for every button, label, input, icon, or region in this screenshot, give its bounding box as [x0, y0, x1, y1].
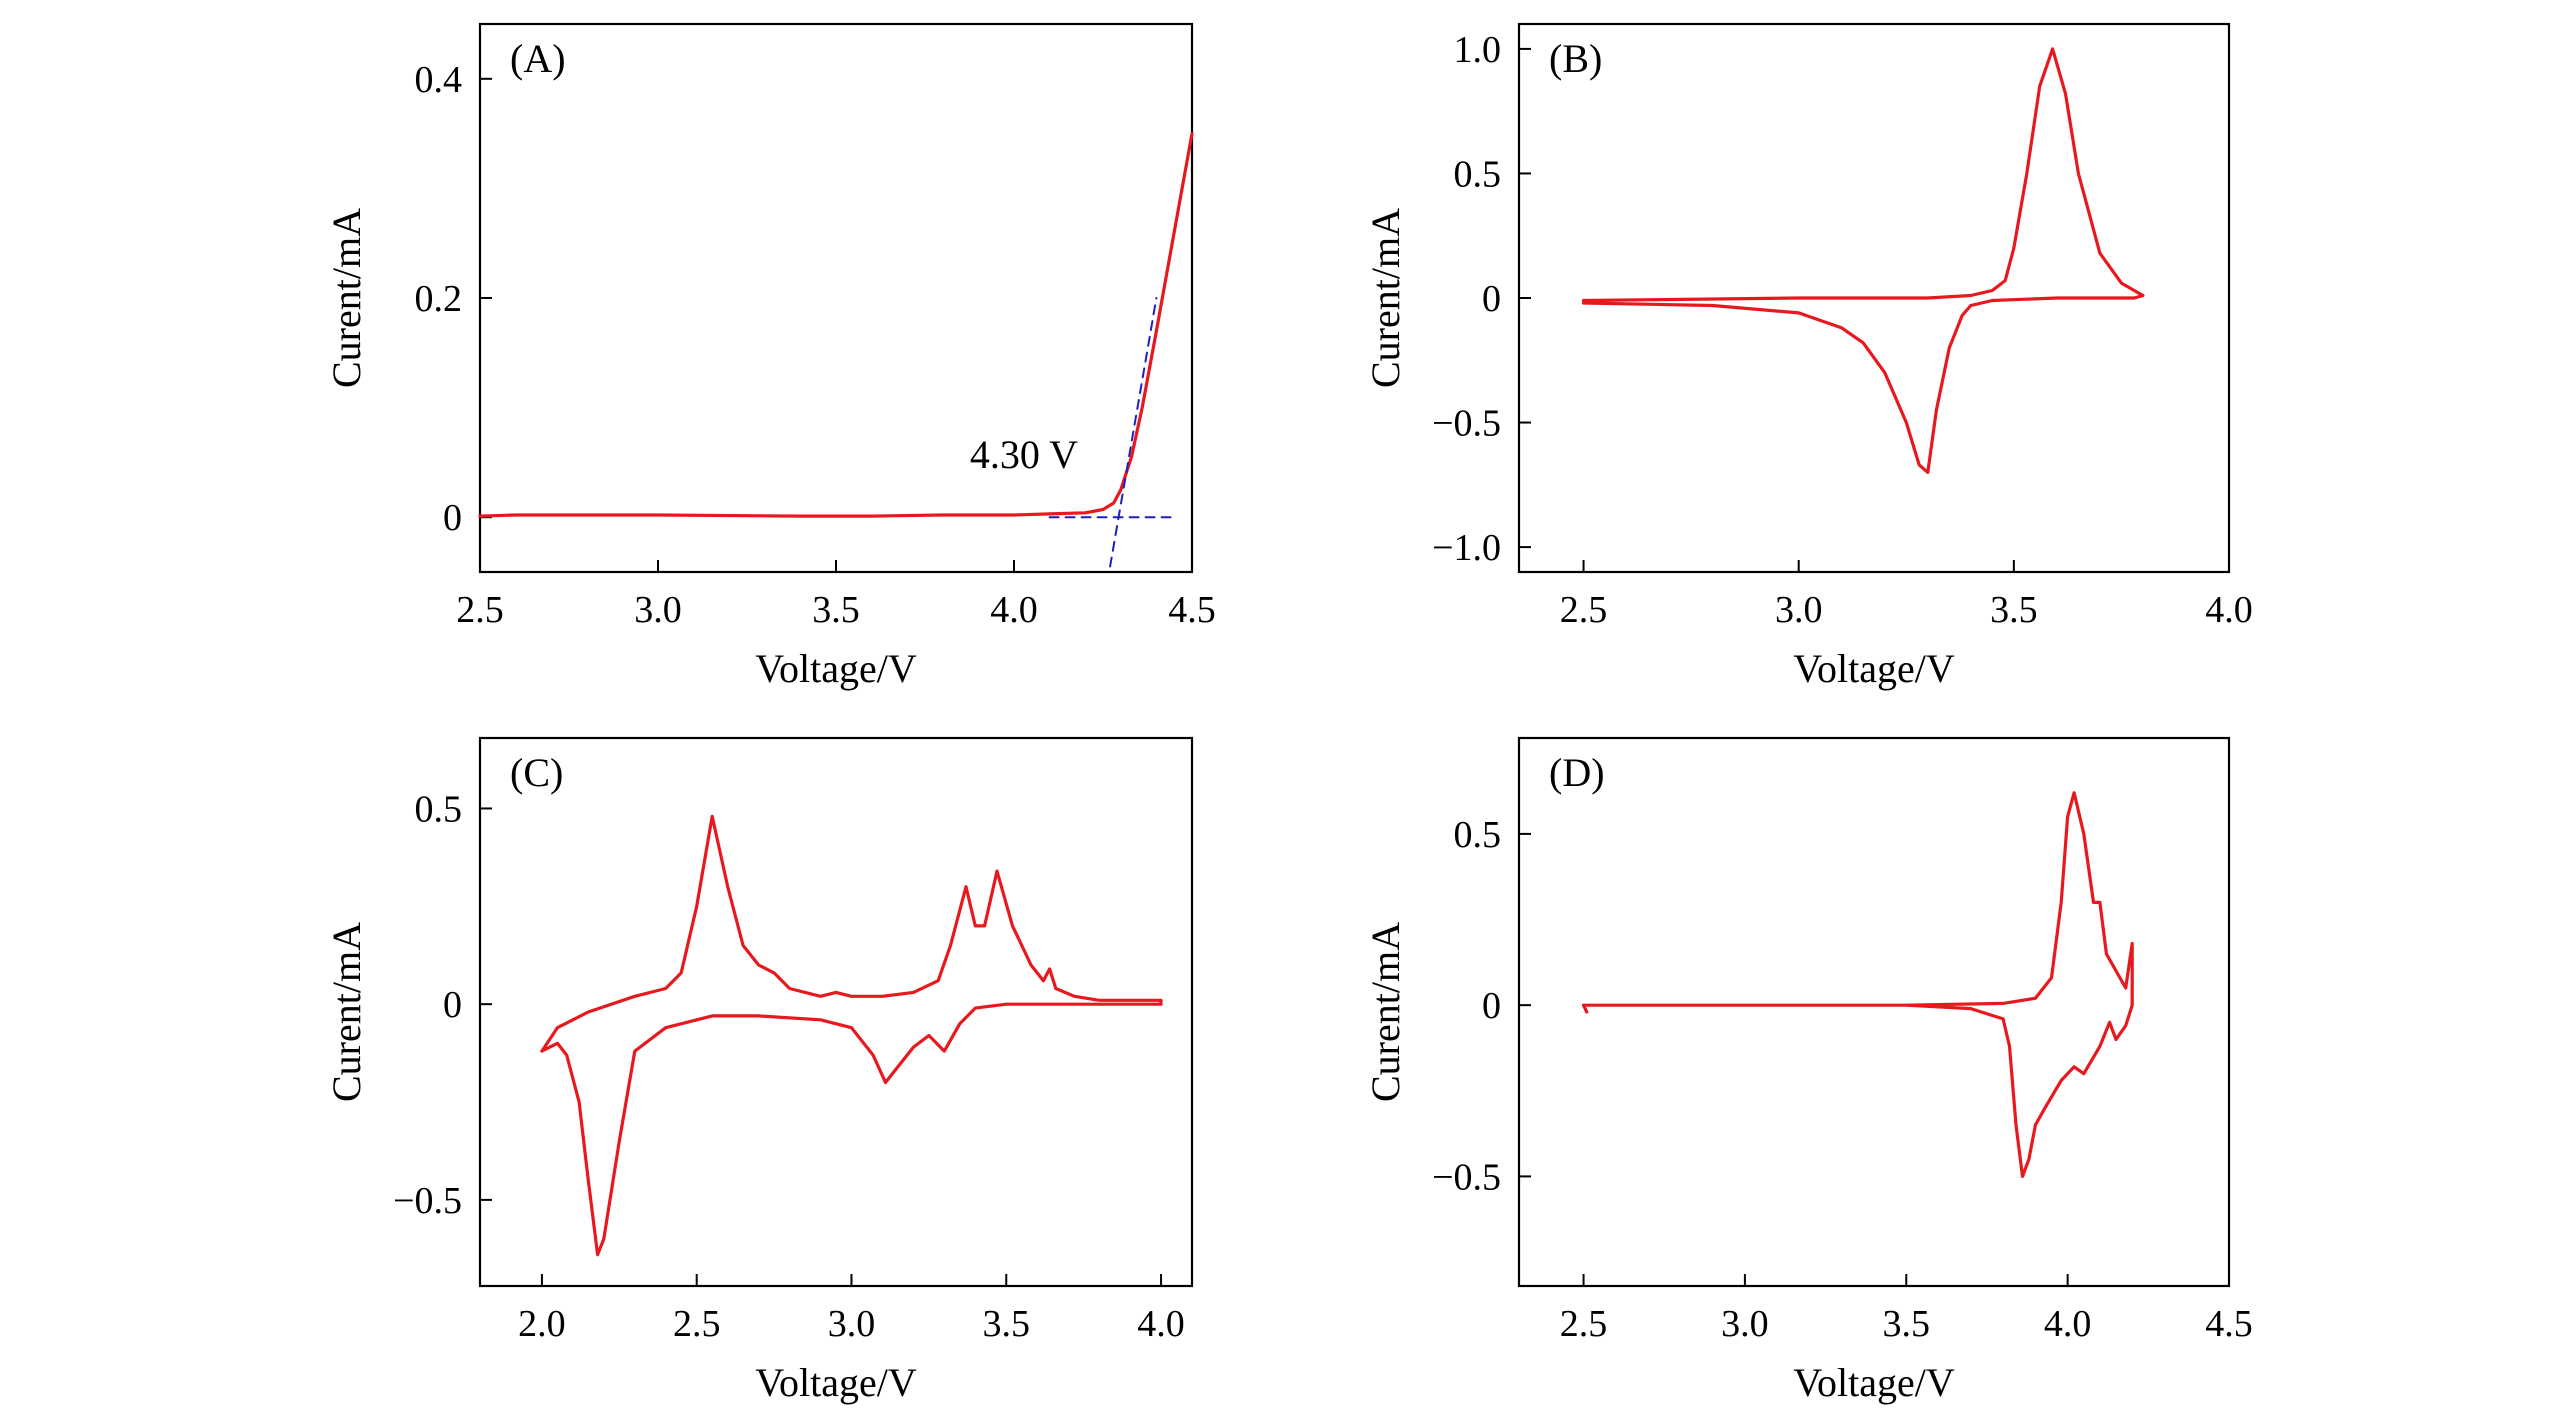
plot-frame — [1517, 736, 2231, 1288]
y-tick-label: 0.4 — [415, 59, 463, 101]
y-axis-title: Curent/mA — [1363, 208, 1408, 388]
y-tick-label: 0 — [443, 984, 462, 1026]
y-tick-label: −1.0 — [1432, 527, 1501, 569]
x-axis-title: Voltage/V — [755, 646, 917, 691]
x-tick-label: 4.0 — [1137, 1303, 1185, 1345]
panel-label: (C) — [510, 750, 563, 795]
x-tick-label: 3.5 — [983, 1303, 1031, 1345]
y-tick-label: 0 — [1482, 985, 1501, 1027]
panel-label: (D) — [1549, 750, 1605, 795]
x-tick-label: 2.5 — [1560, 1303, 1608, 1345]
tangent-line — [1109, 297, 1158, 568]
plot-frame — [478, 22, 1194, 574]
x-tick-label: 3.5 — [812, 589, 860, 631]
y-tick-label: −0.5 — [1432, 1156, 1501, 1198]
y-axis-title: Curent/mA — [324, 208, 369, 388]
y-tick-label: 0 — [443, 497, 462, 539]
x-tick-label: 3.0 — [634, 589, 682, 631]
y-tick-label: 1.0 — [1454, 29, 1502, 71]
y-axis-title: Curent/mA — [324, 922, 369, 1102]
x-tick-label: 3.0 — [1775, 589, 1823, 631]
x-tick-label: 2.0 — [518, 1303, 566, 1345]
x-axis-title: Voltage/V — [1793, 646, 1955, 691]
x-tick-label: 3.5 — [1883, 1303, 1931, 1345]
panel-d: 2.5 3.0 3.5 4.0 4.5 0.5 0 −0.5 Voltage/V Curent/m… — [1363, 736, 2253, 1405]
panel-c: 2.0 2.5 3.0 3.5 4.0 0.5 0 −0.5 Voltage/V Curent/m… — [324, 736, 1194, 1405]
cv-curve — [540, 814, 1163, 1257]
x-tick-label: 3.0 — [828, 1303, 876, 1345]
y-tick-label: 0.2 — [415, 278, 463, 320]
panel-b: 2.5 3.0 3.5 4.0 1.0 0.5 0 −0.5 −1.0 Voltage/V Cure… — [1363, 22, 2253, 691]
x-tick-label: 4.0 — [2044, 1303, 2092, 1345]
panel-label: (A) — [510, 36, 566, 81]
y-tick-label: 0 — [1482, 278, 1501, 320]
x-tick-label: 2.5 — [1560, 589, 1608, 631]
plot-frame — [478, 736, 1194, 1288]
x-tick-label: 3.5 — [1990, 589, 2038, 631]
panel-a: 2.5 3.0 3.5 4.0 4.5 0 0.2 0.4 Voltage/V Curent/mA… — [324, 22, 1216, 691]
panel-label: (B) — [1549, 36, 1602, 81]
voltage-annotation: 4.30 V — [970, 432, 1078, 477]
x-tick-label: 4.5 — [1168, 589, 1216, 631]
y-tick-label: 0.5 — [1454, 814, 1502, 856]
x-tick-label: 4.0 — [2205, 589, 2253, 631]
y-tick-label: 0.5 — [1454, 153, 1502, 195]
y-axis-title: Curent/mA — [1363, 922, 1408, 1102]
x-axis-title: Voltage/V — [1793, 1360, 1955, 1405]
y-tick-label: −0.5 — [393, 1180, 462, 1222]
cv-curve — [478, 132, 1194, 518]
y-tick-label: 0.5 — [415, 788, 463, 830]
x-tick-label: 4.5 — [2205, 1303, 2253, 1345]
cv-curve — [1581, 47, 2145, 474]
cv-curve — [1581, 791, 2134, 1179]
x-tick-label: 4.0 — [990, 589, 1038, 631]
x-axis-title: Voltage/V — [755, 1360, 917, 1405]
x-tick-label: 3.0 — [1721, 1303, 1769, 1345]
x-tick-label: 2.5 — [673, 1303, 721, 1345]
y-tick-label: −0.5 — [1432, 403, 1501, 445]
x-tick-label: 2.5 — [456, 589, 504, 631]
